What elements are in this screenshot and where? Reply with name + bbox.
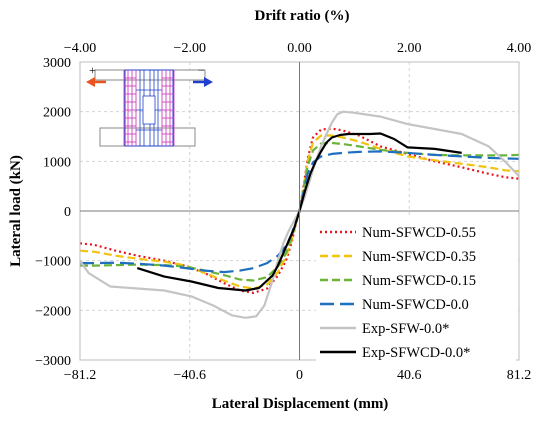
ticks-layer: −81.2 −40.6 0 40.6 81.2−3000−2000−1000010002… bbox=[35, 41, 531, 383]
x2-tick-label: −2.00 bbox=[174, 41, 206, 56]
x2-tick-label: 0.00 bbox=[287, 41, 312, 56]
legend-background bbox=[316, 218, 516, 366]
inset-plus-sign: + bbox=[89, 63, 96, 77]
x2-tick-label: −4.00 bbox=[64, 41, 96, 56]
inset-foundation bbox=[99, 127, 196, 147]
legend: Num-SFWCD-0.55 Num-SFWCD-0.35 Num-SFWCD-0.… bbox=[316, 218, 516, 366]
series-line bbox=[136, 132, 462, 292]
top-axis-title: Drift ratio (%) bbox=[255, 8, 350, 24]
x-tick-label: −40.6 bbox=[174, 368, 206, 383]
legend-label: Num-SFWCD-0.0 bbox=[362, 297, 469, 313]
y-tick-label: −2000 bbox=[35, 304, 71, 319]
y-tick-label: 0 bbox=[64, 205, 71, 220]
inset-right-boundary bbox=[161, 70, 175, 146]
inset-minus-sign: − bbox=[198, 63, 205, 77]
inset-left-arrow-icon bbox=[86, 77, 106, 87]
y-tick-label: 3000 bbox=[43, 56, 71, 71]
inset-right-arrow-icon bbox=[193, 77, 213, 87]
legend-label: Num-SFWCD-0.15 bbox=[362, 273, 476, 289]
bottom-axis-title: Lateral Displacement (mm) bbox=[212, 396, 389, 412]
x-tick-label: 81.2 bbox=[507, 368, 532, 383]
legend-label: Exp-SFW-0.0* bbox=[362, 321, 449, 337]
x-tick-label: 40.6 bbox=[397, 368, 422, 383]
legend-label: Num-SFWCD-0.35 bbox=[362, 249, 476, 265]
axes-layer bbox=[79, 61, 520, 361]
y-axis-title: Lateral load (kN) bbox=[8, 155, 24, 267]
y-tick-label: −1000 bbox=[35, 255, 71, 270]
y-tick-label: 2000 bbox=[43, 106, 71, 121]
x-tick-label: −81.2 bbox=[64, 368, 96, 383]
series-layer bbox=[79, 110, 520, 319]
inset-wall-panel bbox=[124, 69, 174, 147]
legend-label: Num-SFWCD-0.55 bbox=[362, 225, 476, 241]
specimen-inset: + − bbox=[86, 63, 213, 147]
y-tick-label: −3000 bbox=[35, 354, 71, 369]
inset-left-boundary bbox=[123, 70, 137, 146]
y-tick-label: 1000 bbox=[43, 155, 71, 170]
x-tick-label: 0 bbox=[296, 368, 303, 383]
x2-tick-label: 2.00 bbox=[397, 41, 422, 56]
legend-label: Exp-SFWCD-0.0* bbox=[362, 345, 470, 361]
inset-web-mesh bbox=[136, 70, 162, 146]
x2-tick-label: 4.00 bbox=[507, 41, 532, 56]
